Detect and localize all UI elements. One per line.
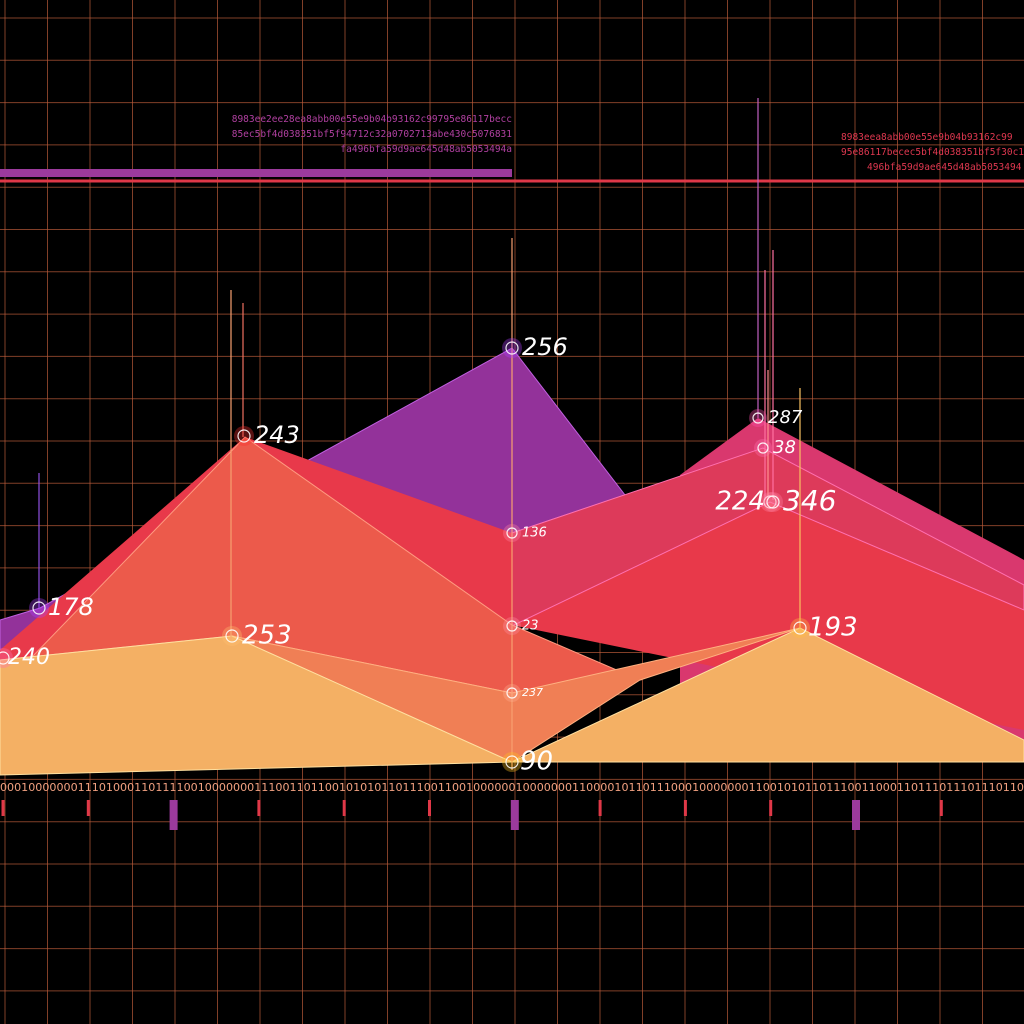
point-label: 90 bbox=[520, 747, 553, 777]
spikes bbox=[38, 98, 801, 770]
tick bbox=[939, 800, 943, 816]
hex-text: 496bfa59d9ae645d48ab5053494 bbox=[867, 162, 1022, 173]
point-label: 256 bbox=[522, 333, 568, 361]
point-label: 224 bbox=[715, 487, 765, 517]
point-glow bbox=[763, 492, 783, 512]
tick bbox=[852, 800, 860, 830]
tick bbox=[769, 800, 773, 816]
point bbox=[505, 755, 519, 769]
point-glow bbox=[749, 409, 767, 427]
point bbox=[506, 687, 518, 699]
point-label: 193 bbox=[808, 613, 858, 643]
point bbox=[225, 629, 239, 643]
point-label: 38 bbox=[773, 437, 796, 458]
hex-text: 95e86117becec5bf4d038351bf5f30c1 bbox=[841, 147, 1024, 158]
point-label: 178 bbox=[48, 593, 94, 621]
point bbox=[237, 429, 251, 443]
point-label: 243 bbox=[254, 421, 300, 449]
point bbox=[766, 495, 780, 509]
tick bbox=[1, 800, 5, 816]
hex-text: 8983eea8abb00e55e9b04b93162c99 bbox=[841, 132, 1013, 143]
point-label: 136 bbox=[522, 526, 547, 541]
purple-bar bbox=[0, 169, 512, 177]
point bbox=[763, 495, 777, 509]
points: 256 243 178 240 253 90 136 23 237 287 38 224 346 193 bbox=[0, 333, 858, 777]
point-label: 346 bbox=[783, 484, 836, 517]
tick bbox=[510, 800, 519, 830]
point bbox=[506, 527, 518, 539]
binary-strip: 0001000000011101000110111100100000001110… bbox=[0, 781, 1024, 794]
hex-text: fa496bfa59d9ae645d48ab5053494a bbox=[340, 144, 512, 155]
point-glow bbox=[234, 426, 254, 446]
point-glow bbox=[502, 338, 522, 358]
tick bbox=[86, 800, 90, 816]
tick bbox=[428, 800, 431, 816]
areas bbox=[0, 347, 1024, 776]
point-label: 240 bbox=[8, 645, 50, 670]
point bbox=[505, 341, 519, 355]
tick bbox=[342, 800, 346, 816]
point-glow bbox=[790, 618, 810, 638]
point-label: 237 bbox=[522, 686, 543, 699]
point bbox=[32, 601, 46, 615]
point-glow bbox=[503, 617, 521, 635]
point-label: 287 bbox=[768, 407, 803, 428]
point-glow bbox=[503, 684, 521, 702]
point-glow bbox=[29, 598, 49, 618]
point-glow bbox=[760, 492, 780, 512]
point bbox=[757, 442, 769, 454]
point bbox=[506, 620, 518, 632]
point bbox=[752, 412, 764, 424]
tick bbox=[598, 800, 602, 816]
hex-text: 85ec5bf4d038351bf5f94712c32a0702713abe43… bbox=[232, 129, 513, 140]
ticks bbox=[1, 800, 943, 830]
point-glow bbox=[0, 648, 13, 668]
point-glow bbox=[503, 524, 521, 542]
point bbox=[793, 621, 807, 635]
tick bbox=[683, 800, 687, 816]
orange-area bbox=[0, 627, 1024, 776]
hex-text: 8983ee2ee28ea8abb00e55e9b04b93162c99795e… bbox=[232, 114, 512, 125]
point-label: 253 bbox=[242, 621, 292, 651]
tick bbox=[257, 800, 261, 816]
tick bbox=[169, 800, 178, 830]
point-glow bbox=[222, 626, 242, 646]
point-glow bbox=[754, 439, 772, 457]
point bbox=[0, 651, 10, 665]
point-label: 23 bbox=[522, 619, 539, 634]
point-glow bbox=[502, 752, 522, 772]
